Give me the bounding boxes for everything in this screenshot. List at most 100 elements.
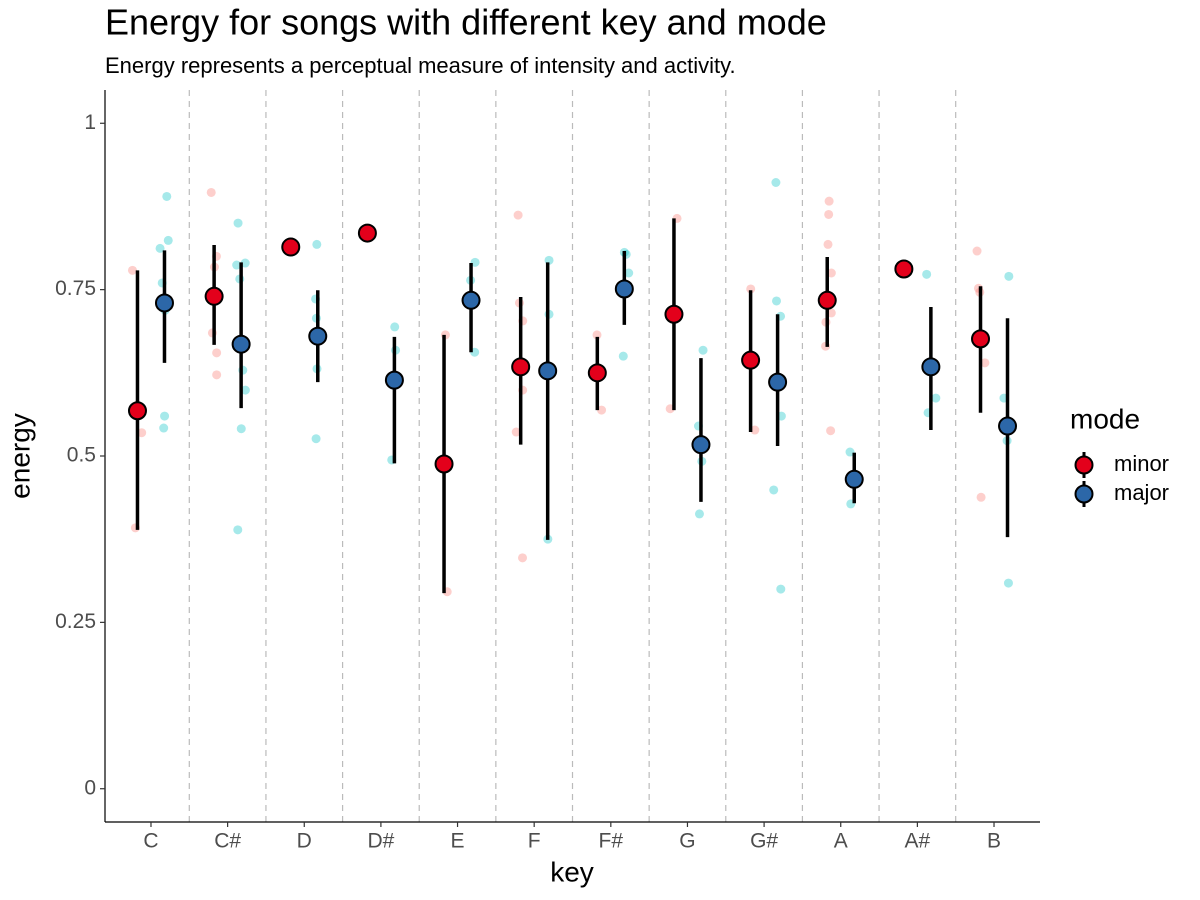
raw-point — [470, 257, 480, 267]
raw-point — [980, 358, 990, 368]
mean-point — [434, 454, 454, 474]
x-tick-label: G — [679, 830, 695, 853]
raw-point — [236, 424, 246, 434]
raw-point — [776, 584, 786, 594]
raw-point — [694, 509, 704, 519]
mean-point — [587, 363, 607, 383]
raw-point — [826, 426, 836, 436]
raw-point — [518, 553, 528, 563]
raw-point — [127, 265, 137, 275]
x-tick-label: F# — [599, 830, 624, 853]
raw-point — [597, 405, 607, 415]
legend-label: major — [1114, 480, 1169, 505]
raw-point — [390, 322, 400, 332]
mean-point — [844, 469, 864, 489]
mean-point — [384, 370, 404, 390]
raw-point — [592, 330, 602, 340]
raw-point — [824, 196, 834, 206]
raw-point — [1004, 271, 1014, 281]
raw-point — [212, 370, 222, 380]
mean-point — [308, 326, 328, 346]
mean-point — [998, 416, 1018, 436]
raw-point — [240, 385, 250, 395]
raw-point — [511, 427, 521, 437]
mean-point — [817, 290, 837, 310]
raw-point — [750, 425, 760, 435]
mean-point — [231, 334, 251, 354]
mean-point — [741, 350, 761, 370]
raw-point — [155, 243, 165, 253]
y-tick-label: 1 — [84, 111, 96, 134]
mean-point — [691, 435, 711, 455]
chart-title: Energy for songs with different key and … — [105, 2, 827, 43]
legend-glyph — [1074, 455, 1094, 475]
raw-point — [206, 187, 216, 197]
mean-point — [614, 279, 634, 299]
x-tick-label: A — [834, 830, 848, 853]
raw-point — [823, 239, 833, 249]
raw-point — [772, 296, 782, 306]
x-tick-label: A# — [905, 830, 931, 853]
mean-point — [894, 259, 914, 279]
mean-point — [511, 357, 531, 377]
mean-point — [127, 401, 147, 421]
raw-point — [746, 284, 756, 294]
chart-subtitle: Energy represents a perceptual measure o… — [105, 53, 736, 78]
mean-point — [281, 237, 301, 257]
x-tick-label: D# — [367, 830, 394, 853]
mean-point — [971, 329, 991, 349]
y-axis-label: energy — [4, 413, 35, 499]
mean-point — [461, 290, 481, 310]
raw-point — [972, 246, 982, 256]
y-tick-label: 0 — [84, 776, 96, 799]
mean-point — [357, 223, 377, 243]
raw-point — [826, 308, 836, 318]
raw-point — [826, 268, 836, 278]
legend-label: minor — [1114, 451, 1169, 476]
x-tick-label: C# — [214, 830, 241, 853]
x-tick-label: G# — [750, 830, 778, 853]
x-tick-label: D — [297, 830, 312, 853]
mean-point — [768, 372, 788, 392]
raw-point — [824, 209, 834, 219]
raw-point — [769, 485, 779, 495]
raw-point — [624, 268, 634, 278]
legend-title: mode — [1070, 403, 1140, 434]
raw-point — [976, 492, 986, 502]
raw-point — [162, 191, 172, 201]
raw-point — [931, 393, 941, 403]
raw-point — [159, 423, 169, 433]
y-tick-label: 0.25 — [55, 610, 96, 633]
mean-point — [664, 304, 684, 324]
x-tick-label: C — [143, 830, 158, 853]
raw-point — [233, 525, 243, 535]
raw-point — [845, 447, 855, 457]
raw-point — [212, 348, 222, 358]
x-tick-label: F — [528, 830, 541, 853]
raw-point — [698, 345, 708, 355]
raw-point — [312, 239, 322, 249]
mean-point — [921, 357, 941, 377]
raw-point — [233, 218, 243, 228]
raw-point — [771, 177, 781, 187]
mean-point — [204, 286, 224, 306]
x-tick-label: E — [451, 830, 465, 853]
raw-point — [240, 258, 250, 268]
raw-point — [232, 260, 242, 270]
raw-point — [160, 411, 170, 421]
y-tick-label: 0.75 — [55, 277, 96, 300]
raw-point — [1003, 578, 1013, 588]
x-axis-label: key — [550, 856, 594, 887]
legend-glyph — [1074, 484, 1094, 504]
raw-point — [311, 434, 321, 444]
raw-point — [137, 428, 147, 438]
mean-point — [538, 361, 558, 381]
mean-point — [154, 293, 174, 313]
raw-point — [163, 235, 173, 245]
x-tick-label: B — [987, 830, 1001, 853]
y-tick-label: 0.5 — [67, 444, 96, 467]
raw-point — [618, 351, 628, 361]
raw-point — [513, 210, 523, 220]
raw-point — [922, 269, 932, 279]
